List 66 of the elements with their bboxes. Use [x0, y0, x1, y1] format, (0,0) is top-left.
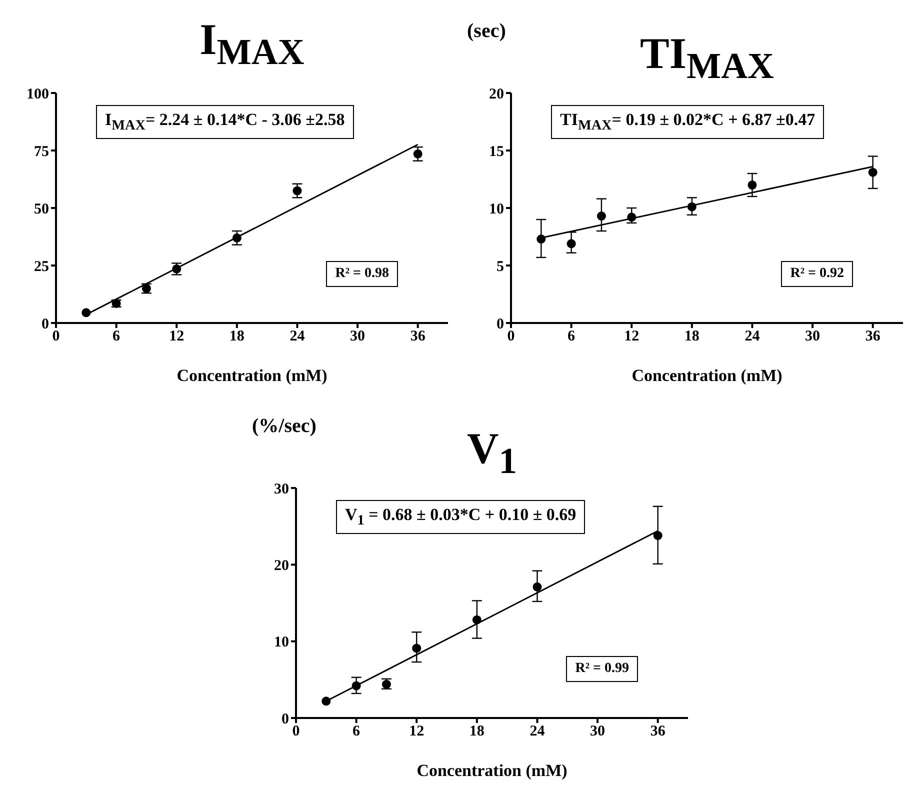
- x-axis-title: Concentration (mM): [176, 366, 328, 385]
- point: [232, 233, 242, 242]
- point: [653, 531, 662, 540]
- y-tick-label: 100: [26, 86, 49, 102]
- y-tick-label: 5: [496, 258, 504, 275]
- y-tick-label: 10: [274, 634, 289, 651]
- chart-title: TI$_{MAX}$: [638, 29, 776, 88]
- y-tick-label: 0: [282, 711, 289, 728]
- point: [868, 168, 878, 177]
- x-tick-label: 30: [590, 724, 606, 740]
- point: [536, 234, 546, 244]
- x-tick-label: 36: [410, 328, 426, 345]
- x-tick-label: 36: [650, 724, 666, 740]
- x-tick-label: 30: [350, 328, 366, 345]
- x-tick-label: 36: [865, 328, 881, 345]
- y-tick-label: 25: [34, 258, 49, 275]
- point: [412, 644, 422, 653]
- x-tick-label: 6: [568, 328, 576, 345]
- x-tick-label: 24: [744, 328, 760, 345]
- x-tick-label: 30: [805, 328, 820, 345]
- point: [596, 212, 606, 221]
- x-tick-label: 24: [290, 328, 306, 345]
- x-tick-label: 0: [52, 328, 60, 345]
- point: [472, 615, 482, 624]
- annotation: R² = 0.98: [326, 261, 398, 287]
- x-tick-label: 6: [112, 328, 121, 345]
- point: [322, 696, 331, 706]
- y-tick-label: 15: [489, 144, 504, 160]
- point: [292, 186, 302, 196]
- annotation: I$_{MAX}$= 2.24 ± 0.14*C - 3.06 ±2.58: [96, 105, 354, 140]
- y-tick-label: 30: [274, 481, 289, 498]
- x-axis-title: Concentration (mM): [632, 366, 782, 385]
- y-tick-label: 50: [34, 201, 49, 218]
- chart-title: V$_{1}$: [466, 424, 518, 481]
- y-tick-label: 10: [489, 201, 504, 218]
- point: [352, 681, 361, 690]
- x-tick-label: 0: [292, 724, 300, 740]
- x-tick-label: 12: [409, 724, 424, 740]
- annotation: R² = 0.92: [781, 261, 853, 287]
- x-tick-label: 12: [624, 328, 640, 345]
- annotation: TI$_{MAX}$= 0.19 ± 0.02*C + 6.87 ±0.47: [551, 105, 824, 140]
- y-axis-title: (%/sec): [252, 415, 316, 438]
- annotation: R² = 0.99: [566, 656, 638, 682]
- x-tick-label: 18: [469, 724, 484, 740]
- x-tick-label: 24: [530, 724, 546, 740]
- chart-title: I$_{MAX}$: [198, 15, 306, 74]
- y-tick-label: 20: [489, 86, 504, 102]
- y-axis-title: (sec): [467, 20, 506, 43]
- point: [748, 180, 757, 190]
- y-tick-label: 0: [42, 316, 49, 332]
- x-tick-label: 12: [169, 328, 184, 345]
- point: [566, 239, 576, 248]
- x-tick-label: 0: [507, 328, 515, 345]
- point: [627, 212, 636, 222]
- annotation: V$_{1}$ = 0.68 ± 0.03*C + 0.10 ± 0.69: [336, 500, 586, 534]
- x-tick-label: 18: [684, 328, 700, 345]
- y-tick-label: 75: [34, 144, 49, 160]
- point: [82, 308, 91, 318]
- x-tick-label: 6: [352, 724, 361, 740]
- x-axis-title: Concentration (mM): [416, 761, 568, 780]
- point: [413, 149, 422, 158]
- point: [532, 582, 542, 592]
- y-tick-label: 0: [496, 316, 504, 332]
- point: [687, 202, 696, 212]
- y-tick-label: 20: [274, 558, 289, 574]
- x-tick-label: 18: [229, 328, 244, 345]
